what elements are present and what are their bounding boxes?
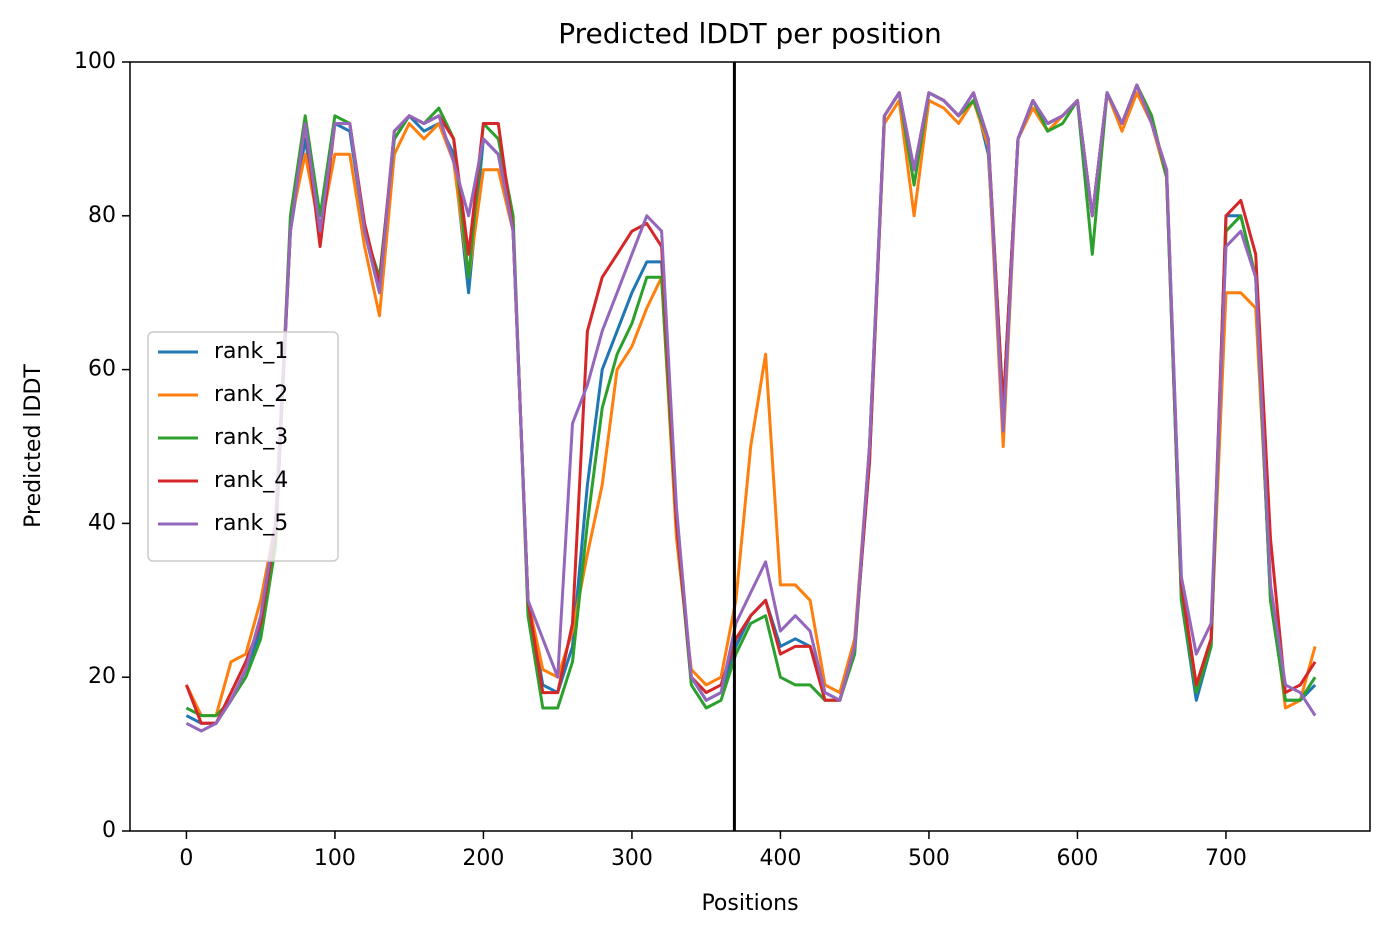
y-tick-label: 60	[88, 357, 116, 382]
legend-label: rank_1	[214, 339, 288, 364]
x-tick-label: 100	[314, 846, 356, 871]
legend-label: rank_5	[214, 511, 288, 536]
plot-frame	[129, 61, 1371, 832]
series-line	[185, 83, 1317, 733]
legend-label: rank_4	[214, 468, 288, 493]
legend-label: rank_3	[214, 425, 288, 450]
legend-box	[147, 331, 339, 562]
x-tick-label: 500	[908, 846, 950, 871]
x-tick-label: 400	[759, 846, 801, 871]
x-axis-label: Positions	[701, 891, 798, 916]
y-tick-label: 20	[88, 664, 116, 689]
x-tick-label: 300	[611, 846, 653, 871]
x-tick-label: 700	[1205, 846, 1247, 871]
y-tick-label: 40	[88, 510, 116, 535]
y-tick-label: 0	[102, 818, 116, 843]
y-axis-label: Predicted lDDT	[21, 364, 46, 528]
x-tick-label: 0	[179, 846, 193, 871]
x-tick-label: 200	[462, 846, 504, 871]
y-tick-label: 80	[88, 203, 116, 228]
legend-label: rank_2	[214, 382, 288, 407]
x-tick-label: 600	[1056, 846, 1098, 871]
series-line	[185, 91, 1317, 718]
y-tick-label: 100	[74, 49, 116, 74]
chart-title: Predicted lDDT per position	[558, 17, 942, 50]
